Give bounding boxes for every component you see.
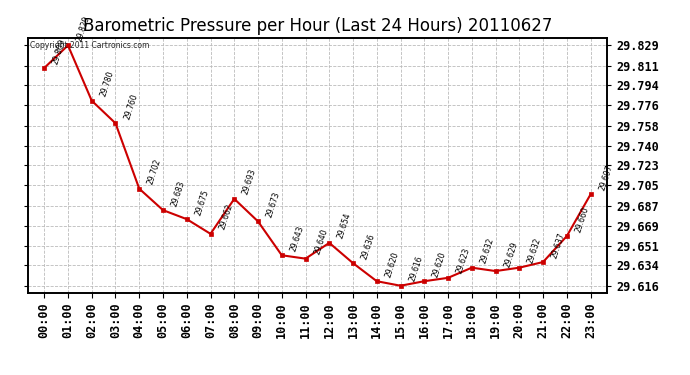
Text: 29.632: 29.632 (479, 237, 495, 265)
Text: 29.673: 29.673 (265, 190, 282, 219)
Text: 29.829: 29.829 (75, 15, 92, 43)
Text: 29.697: 29.697 (598, 164, 614, 192)
Text: 29.636: 29.636 (360, 232, 377, 260)
Text: 29.662: 29.662 (217, 203, 234, 231)
Text: 29.616: 29.616 (408, 255, 424, 283)
Text: 29.620: 29.620 (431, 251, 448, 279)
Text: 29.640: 29.640 (313, 228, 329, 256)
Title: Barometric Pressure per Hour (Last 24 Hours) 20110627: Barometric Pressure per Hour (Last 24 Ho… (83, 16, 552, 34)
Text: 29.809: 29.809 (51, 37, 68, 65)
Text: 29.637: 29.637 (550, 231, 566, 259)
Text: 29.780: 29.780 (99, 70, 115, 98)
Text: 29.654: 29.654 (336, 212, 353, 240)
Text: 29.620: 29.620 (384, 251, 400, 279)
Text: 29.629: 29.629 (502, 240, 520, 268)
Text: 29.693: 29.693 (241, 168, 258, 196)
Text: 29.702: 29.702 (146, 158, 163, 186)
Text: 29.623: 29.623 (455, 247, 472, 275)
Text: 29.660: 29.660 (574, 205, 591, 233)
Text: 29.632: 29.632 (526, 237, 543, 265)
Text: Copyright 2011 Cartronics.com: Copyright 2011 Cartronics.com (30, 41, 150, 50)
Text: 29.683: 29.683 (170, 179, 187, 207)
Text: 29.675: 29.675 (194, 188, 210, 216)
Text: 29.760: 29.760 (122, 92, 139, 120)
Text: 29.643: 29.643 (288, 224, 306, 252)
